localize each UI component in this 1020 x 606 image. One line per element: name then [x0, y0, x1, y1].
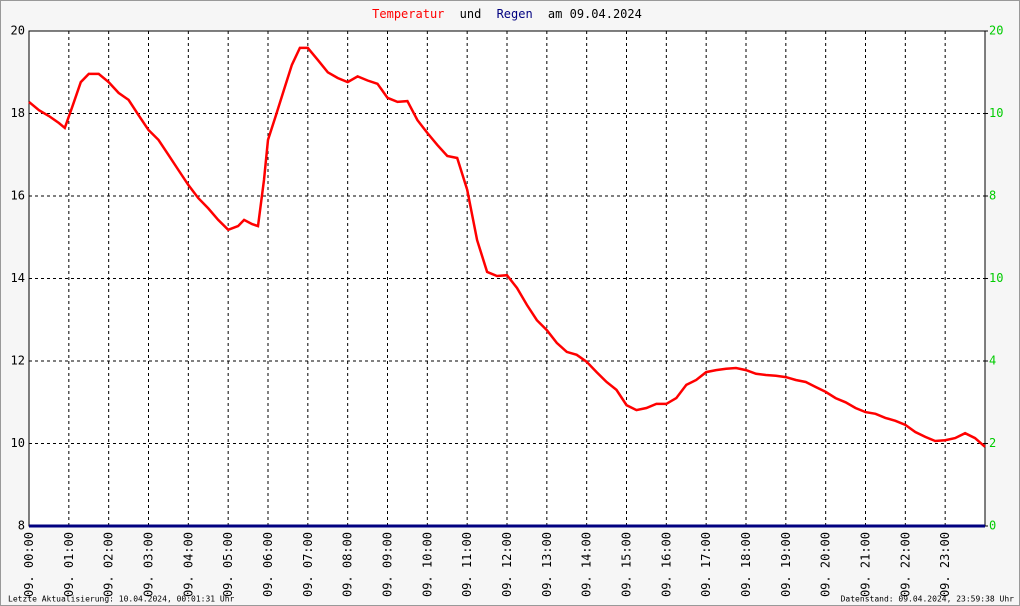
x-tick-label: 09. 11:00	[460, 532, 474, 597]
y-tick-label: 12	[11, 354, 25, 368]
x-tick-label: 09. 20:00	[819, 532, 833, 597]
y-tick-label: 20	[11, 24, 25, 38]
x-tick-label: 09. 16:00	[659, 532, 673, 597]
x-tick-label: 09. 07:00	[301, 532, 315, 597]
x-tick-label: 09. 00:00	[22, 532, 36, 597]
x-tick-label: 09. 21:00	[859, 532, 873, 597]
x-tick-label: 09. 19:00	[779, 532, 793, 597]
chart-title: Temperatur und Regen am 09.04.2024	[372, 7, 642, 21]
title-part: Temperatur	[372, 7, 444, 21]
title-part: am 09.04.2024	[548, 7, 642, 21]
x-tick-label: 09. 18:00	[739, 532, 753, 597]
x-tick-label: 09. 05:00	[221, 532, 235, 597]
series-line	[28, 46, 986, 448]
x-tick-label: 09. 03:00	[142, 532, 156, 597]
x-tick-label: 09. 23:00	[938, 532, 952, 597]
footer-right: Datenstand: 09.04.2024, 23:59:38 Uhr	[841, 595, 1015, 604]
x-tick-label: 09. 15:00	[620, 532, 634, 597]
x-tick-label: 09. 09:00	[381, 532, 395, 597]
y2-tick-label: 0	[989, 519, 996, 533]
x-tick-label: 09. 13:00	[540, 532, 554, 597]
y-tick-label: 14	[11, 271, 25, 285]
y2-tick-label: 10	[989, 106, 1003, 120]
x-tick-label: 09. 14:00	[580, 532, 594, 597]
y2-tick-label: 4	[989, 354, 996, 368]
x-tick-label: 09. 08:00	[341, 532, 355, 597]
y2-tick-label: 8	[989, 189, 996, 203]
x-tick-label: 09. 22:00	[898, 532, 912, 597]
y2-tick-label: 20	[989, 24, 1003, 38]
y-tick-label: 18	[11, 106, 25, 120]
x-tick-label: 09. 06:00	[261, 532, 275, 597]
title-part: Regen	[497, 7, 533, 21]
title-part: und	[460, 7, 482, 21]
y-tick-label: 8	[18, 519, 25, 533]
x-tick-label: 09. 12:00	[500, 532, 514, 597]
y2-tick-label: 2	[989, 436, 996, 450]
x-tick-label: 09. 10:00	[420, 532, 434, 597]
x-tick-label: 09. 17:00	[699, 532, 713, 597]
y-tick-label: 10	[11, 436, 25, 450]
x-tick-label: 09. 01:00	[62, 532, 76, 597]
footer-left: Letzte Aktualisierung: 10.04.2024, 00:01…	[8, 595, 235, 604]
y-tick-label: 16	[11, 189, 25, 203]
y2-tick-label: 10	[989, 271, 1003, 285]
x-tick-label: 09. 04:00	[181, 532, 195, 597]
x-tick-label: 09. 02:00	[102, 532, 116, 597]
